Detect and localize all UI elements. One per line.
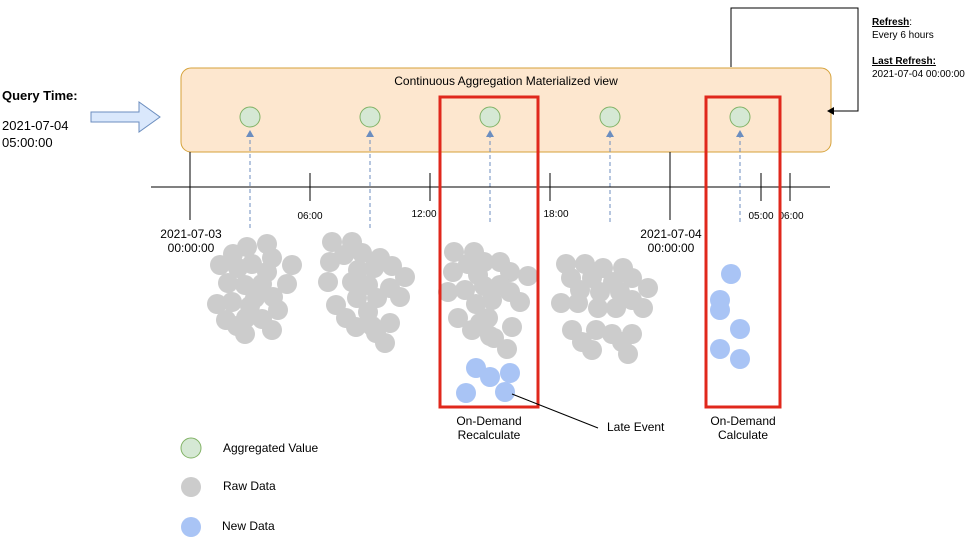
aggregation-arrowheads: [246, 130, 744, 137]
legend-new-swatch: [181, 517, 201, 537]
tick-label-0600: 06:00: [297, 211, 322, 222]
timeline-ticks: [189, 152, 791, 220]
materialized-view-title: Continuous Aggregation Materialized view: [394, 74, 618, 88]
legend: Aggregated Value Raw Data New Data: [180, 437, 319, 537]
legend-raw-swatch: [181, 477, 201, 497]
day2-date-label: 2021-07-04: [640, 227, 702, 241]
late-event-label: Late Event: [607, 420, 665, 434]
day1-date-label: 2021-07-03: [160, 227, 222, 241]
tick-label-1800: 18:00: [543, 209, 568, 220]
raw-data-cluster-1: [207, 234, 302, 344]
tick-label-0600b: 06:00: [778, 211, 803, 222]
legend-new-label: New Data: [222, 519, 275, 533]
recalculate-caption-line2: Recalculate: [458, 428, 521, 442]
aggregated-value-5: [729, 106, 751, 128]
new-data-current: [710, 264, 750, 369]
new-data-late: [456, 358, 520, 403]
aggregated-value-1: [239, 106, 261, 128]
recalculate-highlight: [438, 95, 540, 409]
tick-label-1200: 12:00: [411, 209, 436, 220]
aggregated-value-4: [599, 106, 621, 128]
raw-data-cluster-3: [438, 242, 538, 359]
aggregated-values: [239, 106, 751, 128]
calculate-highlight: [704, 95, 782, 409]
calculate-caption-line1: On-Demand: [710, 414, 775, 428]
legend-raw-label: Raw Data: [223, 479, 276, 493]
refresh-arrowhead: [827, 107, 834, 115]
aggregated-value-2: [359, 106, 381, 128]
refresh-interval: Every 6 hours: [872, 30, 934, 41]
query-time-date: 2021-07-04: [2, 118, 69, 133]
raw-data-cluster-4: [551, 254, 658, 364]
query-time-clock: 05:00:00: [2, 135, 53, 150]
late-event-pointer: [511, 393, 599, 429]
legend-aggregated-swatch: [180, 437, 202, 459]
legend-aggregated-label: Aggregated Value: [223, 441, 319, 455]
raw-data-cluster-2: [318, 232, 415, 353]
last-refresh-title: Last Refresh:: [872, 56, 936, 67]
refresh-label: Refresh:: [872, 17, 912, 28]
refresh-title-colon: :: [909, 17, 912, 28]
aggregated-value-3: [479, 106, 501, 128]
query-arrow: [90, 101, 161, 133]
last-refresh-value: 2021-07-04 00:00:00: [872, 69, 965, 80]
query-time-title: Query Time:: [2, 88, 78, 103]
day2-time-label: 00:00:00: [648, 241, 695, 255]
aggregation-arrows: [249, 137, 741, 228]
refresh-title: Refresh: [872, 17, 909, 28]
day1-time-label: 00:00:00: [168, 241, 215, 255]
refresh-loop-connector: [730, 7, 859, 112]
calculate-caption-line2: Calculate: [718, 428, 768, 442]
tick-label-0500: 05:00: [748, 211, 773, 222]
recalculate-caption-line1: On-Demand: [456, 414, 521, 428]
